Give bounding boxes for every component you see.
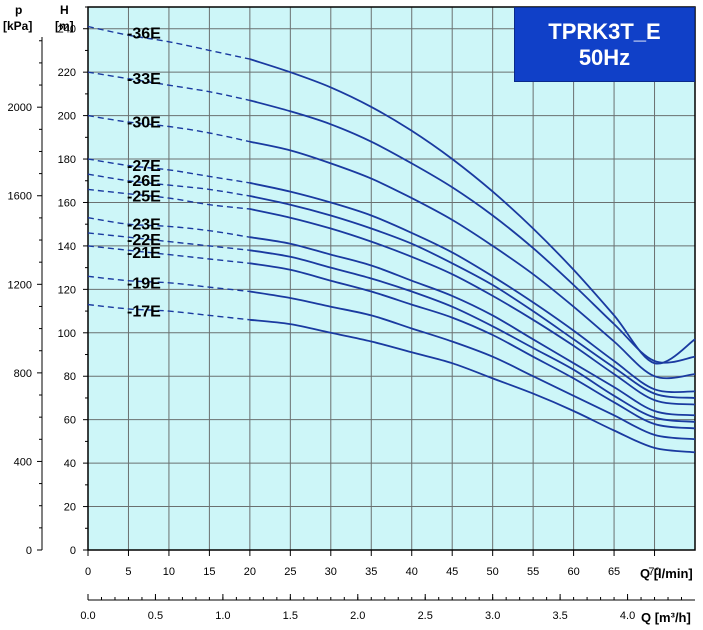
head-tick-label: 40 bbox=[64, 458, 76, 470]
curve-dashed-segment bbox=[87, 173, 251, 197]
curve-solid-segment bbox=[249, 195, 696, 399]
flow-tick-label: 45 bbox=[446, 566, 458, 578]
chart-title-box: TPRK3T_E 50Hz bbox=[514, 7, 695, 82]
curve-solid-segment bbox=[249, 58, 696, 365]
pressure-axis-symbol: p bbox=[15, 3, 22, 17]
curve-label: -33E bbox=[127, 71, 161, 88]
head-tick-label: 100 bbox=[58, 328, 76, 340]
pressure-tick-label: 2000 bbox=[8, 102, 32, 114]
curve-solid-segment bbox=[249, 290, 696, 441]
head-tick-label: 180 bbox=[58, 154, 76, 166]
flow-tick-label: 15 bbox=[203, 566, 215, 578]
pressure-tick-label: 1600 bbox=[8, 191, 32, 203]
curve-label: -30E bbox=[127, 115, 161, 132]
curve-label: -27E bbox=[127, 158, 161, 175]
flow-axis-lmin-label: Q [l/min] bbox=[640, 566, 693, 581]
flow-m3h-tick-label: 1.5 bbox=[283, 610, 298, 622]
pressure-tick-label: 400 bbox=[14, 456, 32, 468]
curve-dashed-segment bbox=[87, 25, 251, 60]
flow-tick-label: 55 bbox=[527, 566, 539, 578]
flow-m3h-tick-label: 0.0 bbox=[80, 610, 95, 622]
flow-m3h-tick-label: 2.5 bbox=[418, 610, 433, 622]
curve-solid-segment bbox=[249, 182, 696, 394]
flow-tick-label: 60 bbox=[567, 566, 579, 578]
flow-axis-m3h-label: Q [m³/h] bbox=[641, 610, 691, 625]
plot-frame bbox=[87, 6, 696, 551]
head-axis-unit: [m] bbox=[55, 19, 74, 33]
plot-background bbox=[88, 7, 695, 550]
flow-m3h-tick-label: 1.0 bbox=[215, 610, 230, 622]
flow-tick-label: 10 bbox=[163, 566, 175, 578]
curve-label: -23E bbox=[127, 217, 161, 234]
flow-tick-label: 20 bbox=[244, 566, 256, 578]
pressure-tick-label: 0 bbox=[26, 545, 32, 557]
curve-label: -36E bbox=[127, 26, 161, 43]
curve-solid-segment bbox=[249, 262, 696, 430]
curve-dashed-segment bbox=[87, 303, 250, 321]
curve-solid-segment bbox=[249, 318, 696, 454]
flow-m3h-tick-label: 0.5 bbox=[148, 610, 163, 622]
head-tick-label: 60 bbox=[64, 415, 76, 427]
curve-labels: -36E -33E -30E -27E-26E-25E -23E-22E-21E -19E… bbox=[127, 26, 161, 321]
flow-m3h-tick-label: 3.5 bbox=[552, 610, 567, 622]
curve-label: -22E bbox=[127, 232, 161, 249]
curve-solid-segment bbox=[249, 99, 696, 364]
flow-tick-label: 25 bbox=[284, 566, 296, 578]
flow-tick-label: 30 bbox=[325, 566, 337, 578]
axes: 0204060801001201401601802002202400400800… bbox=[8, 6, 696, 622]
curve-solid-segment bbox=[249, 208, 696, 406]
curve-solid-segment bbox=[249, 249, 696, 423]
curve-dashed-segment bbox=[87, 71, 251, 102]
curve-label: -26E bbox=[127, 173, 161, 190]
head-tick-label: 20 bbox=[64, 502, 76, 514]
head-tick-label: 140 bbox=[58, 241, 76, 253]
flow-m3h-tick-label: 3.0 bbox=[485, 610, 500, 622]
curve-label: -19E bbox=[127, 275, 161, 292]
curve-dashed-segment bbox=[87, 232, 250, 251]
chart-subtitle: 50Hz bbox=[578, 45, 631, 70]
curve-label: -21E bbox=[127, 245, 161, 262]
curve-dashed-segment bbox=[87, 158, 251, 184]
curve-dashed-segment bbox=[87, 275, 250, 293]
curve-label: -17E bbox=[127, 304, 161, 321]
flow-m3h-tick-label: 2.0 bbox=[350, 610, 365, 622]
flow-tick-label: 35 bbox=[365, 566, 377, 578]
head-tick-label: 200 bbox=[58, 111, 76, 123]
curve-solid-segment bbox=[249, 236, 696, 417]
flow-tick-label: 5 bbox=[125, 566, 131, 578]
curve-solid-segment bbox=[249, 140, 696, 380]
head-axis-symbol: H bbox=[60, 3, 69, 17]
curve-label: -25E bbox=[127, 188, 161, 205]
head-tick-label: 80 bbox=[64, 371, 76, 383]
flow-tick-label: 50 bbox=[487, 566, 499, 578]
pressure-tick-label: 1200 bbox=[8, 279, 32, 291]
curve-dashed-segment bbox=[87, 245, 250, 264]
pressure-tick-label: 800 bbox=[14, 368, 32, 380]
grid bbox=[88, 7, 696, 550]
chart-title: TPRK3T_E bbox=[548, 19, 661, 44]
flow-tick-label: 40 bbox=[406, 566, 418, 578]
curve-dashed-segment bbox=[87, 114, 251, 143]
flow-tick-label: 70 bbox=[648, 566, 660, 578]
pressure-axis-unit: [kPa] bbox=[3, 19, 32, 33]
curve-dashed-segment bbox=[87, 217, 251, 238]
curve-dashed-segment bbox=[87, 188, 250, 210]
curves bbox=[87, 25, 696, 454]
head-tick-label: 240 bbox=[58, 24, 76, 36]
flow-m3h-tick-label: 4.0 bbox=[620, 610, 635, 622]
head-tick-label: 0 bbox=[70, 545, 76, 557]
head-tick-label: 120 bbox=[58, 284, 76, 296]
flow-tick-label: 0 bbox=[85, 566, 91, 578]
head-tick-label: 160 bbox=[58, 197, 76, 209]
flow-tick-label: 65 bbox=[608, 566, 620, 578]
head-tick-label: 220 bbox=[58, 67, 76, 79]
